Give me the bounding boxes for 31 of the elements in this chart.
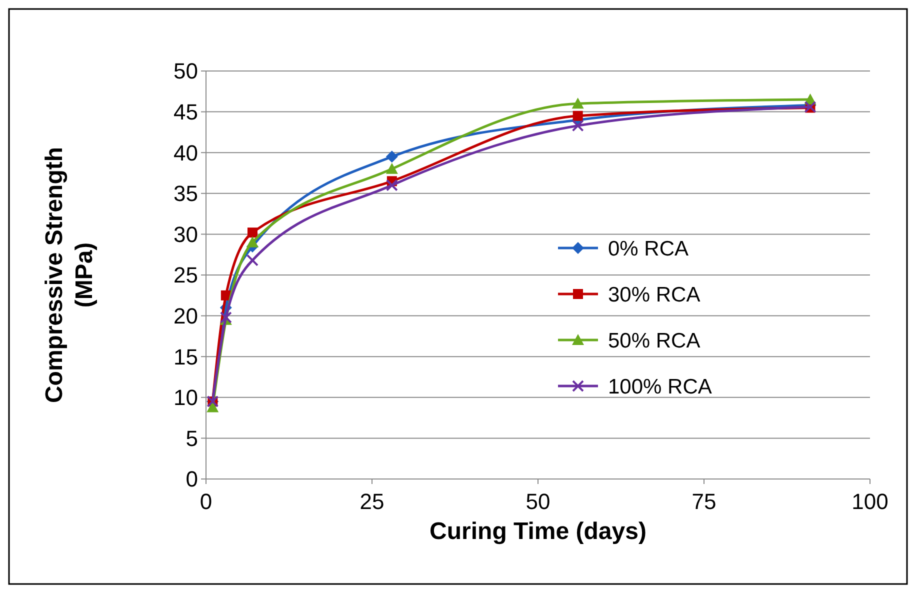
point [386,162,398,174]
y-tick-label: 10 [174,385,198,410]
legend-label: 100% RCA [608,375,712,398]
x-tick-label: 50 [526,489,550,514]
x-tick-label: 25 [360,489,384,514]
point [220,311,232,324]
point [572,120,584,132]
point [247,228,258,238]
point [246,254,258,266]
legend-label: 30% RCA [608,283,700,306]
y-axis-title: Compressive Strength (MPa) [41,146,98,404]
y-tick-label: 15 [174,344,198,370]
legend-label: 50% RCA [608,329,700,352]
y-tick-label: 45 [174,100,198,124]
x-tick-label: 100 [852,489,888,514]
point [386,150,398,163]
point [246,236,258,248]
x-tick-label: 75 [692,489,716,514]
y-tick-label: 20 [174,304,198,328]
point [572,110,583,121]
point [386,179,398,192]
y-tick-label: 40 [174,140,198,166]
legend-label: 0% RCA [608,237,689,260]
y-tick-label: 5 [186,426,198,451]
y-tick-label: 35 [174,181,198,206]
y-tick-label: 25 [174,262,198,288]
point [572,98,584,109]
y-tick-label: 0 [186,466,198,492]
y-tick-label: 50 [174,58,198,84]
y-tick-label: 30 [174,222,198,247]
x-axis-title: Curing Time (days) [430,518,646,545]
